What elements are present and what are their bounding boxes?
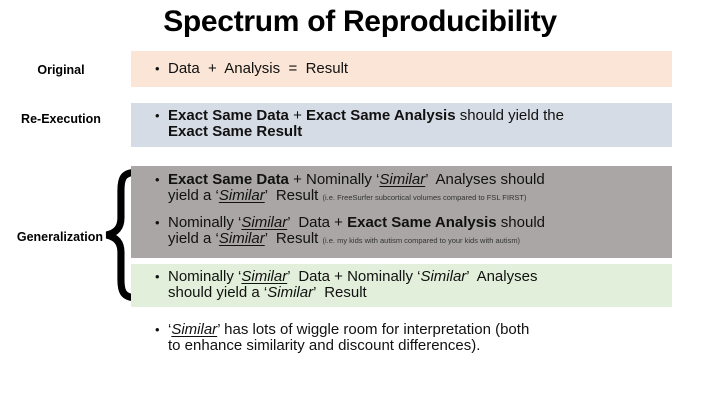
bullet-text: Data + Analysis = Result (168, 60, 349, 77)
bullet-item: • Exact Same Data + Exact Same Analysis … (155, 108, 664, 140)
bullet-dot: • (155, 269, 160, 284)
label-re-execution: Re-Execution (21, 112, 101, 126)
bullet-dot: • (155, 61, 160, 76)
bullet-text: Nominally ‘Similar’ Data + Exact Same An… (168, 214, 545, 247)
bullet-dot: • (155, 172, 160, 187)
band-generalization-green: • Nominally ‘Similar’ Data + Nominally ‘… (131, 264, 672, 307)
bullet-item: • Exact Same Data + Nominally ‘Similar’ … (155, 172, 664, 206)
bullet-dot: • (155, 108, 160, 123)
bullet-text: Nominally ‘Similar’ Data + Nominally ‘Si… (168, 268, 538, 301)
label-generalization: Generalization (16, 230, 103, 244)
bullet-dot: • (155, 215, 160, 230)
bullet-dot: • (155, 322, 160, 337)
slide-title: Spectrum of Reproducibility (163, 5, 557, 38)
bullet-item: • Data + Analysis = Result (155, 61, 664, 77)
bullet-item: • Nominally ‘Similar’ Data + Nominally ‘… (155, 269, 664, 301)
bullet-item: • ‘Similar’ has lots of wiggle room for … (155, 322, 645, 354)
band-re-execution: • Exact Same Data + Exact Same Analysis … (131, 103, 672, 147)
curly-brace-icon (101, 165, 140, 305)
footnote-text: ‘Similar’ has lots of wiggle room for in… (168, 321, 530, 354)
label-original: Original (37, 63, 85, 77)
bullet-text: Exact Same Data + Nominally ‘Similar’ An… (168, 171, 545, 204)
band-generalization-gray: • Exact Same Data + Nominally ‘Similar’ … (131, 166, 672, 258)
band-original: • Data + Analysis = Result (131, 51, 672, 87)
bullet-item: • Nominally ‘Similar’ Data + Exact Same … (155, 215, 664, 249)
footnote: • ‘Similar’ has lots of wiggle room for … (155, 322, 645, 354)
bullet-text: Exact Same Data + Exact Same Analysis sh… (168, 107, 564, 140)
